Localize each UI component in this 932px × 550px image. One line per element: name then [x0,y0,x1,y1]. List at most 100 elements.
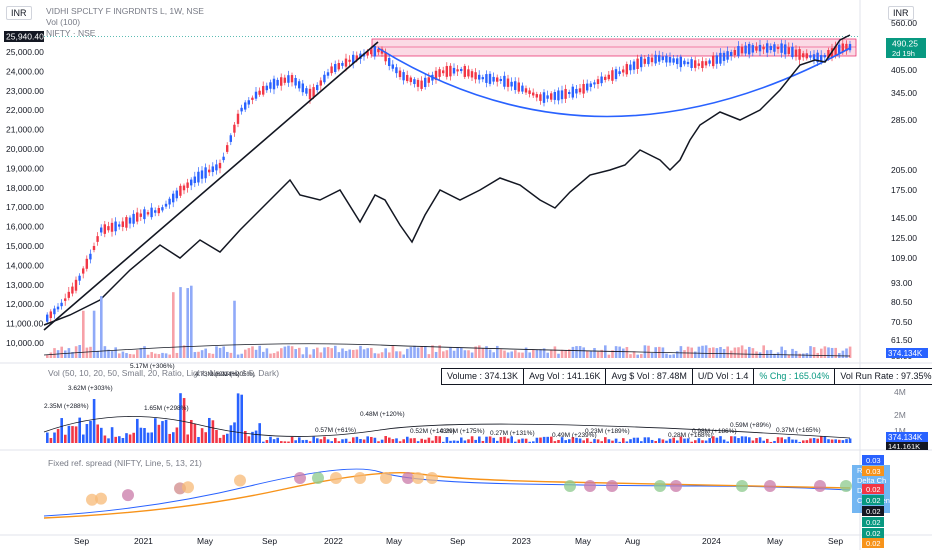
candle-body [265,85,268,91]
vol-pane-bar [748,437,751,443]
nifty-axis-tick: 12,000.00 [6,299,44,309]
price-volume-bar [254,349,258,358]
vol-pane-bar [179,393,182,443]
vol-axis-tick: 1M [894,426,906,436]
price-volume-bar [46,354,49,358]
candle-body [841,43,844,53]
vol-annotation: 0.37M (+165%) [776,427,821,434]
price-volume-bar [380,352,384,358]
vol-pane-bar [766,438,769,443]
spread-signal-dot [294,472,306,484]
price-volume-bar [384,348,387,358]
currency-left-button[interactable]: INR [6,6,32,20]
vol-pane-bar [442,441,445,443]
candle-body [49,311,52,319]
candle-body [776,46,780,50]
candle-body [647,56,650,65]
vol-pane-bar [78,417,81,443]
currency-right-button[interactable]: INR [888,6,914,20]
candle-body [352,54,355,64]
vol-pane-legend[interactable]: Vol (50, 10, 20, 50, Small, 20, Ratio, L… [48,368,280,378]
candle-body [726,51,729,60]
price-volume-bar [128,354,132,358]
vol-pane-bar [352,437,355,443]
time-axis-label: 2023 [512,536,531,546]
candle-body [132,213,135,224]
candle-body [683,60,686,65]
vol-pane-bar [395,438,398,443]
spread-signal-dot [234,474,246,487]
price-volume-bar [283,346,287,358]
vol-pane-bar [233,422,236,443]
vol-pane-bar [222,434,225,443]
price-volume-bar [791,348,794,358]
price-volume-bar [168,354,171,358]
candle-body [262,86,265,95]
vol-pane-bar [251,431,254,443]
spread-signal-dot [312,472,324,484]
vol-pane-bar [348,441,351,443]
vol-pane-bar [575,437,578,443]
trendline [43,41,379,331]
price-volume-bar [593,347,596,358]
candle-body [802,53,805,58]
candle-body [168,198,171,205]
price-volume-bar [755,351,758,358]
candle-body [128,217,132,224]
price-volume-bar [359,345,362,358]
price-volume-bar [470,352,474,358]
price-volume-bar [308,354,312,358]
candle-body [755,46,758,51]
candle-body [632,61,636,70]
time-axis-label: Sep [262,536,277,546]
candle-body [593,82,596,85]
spread-value-tag [862,466,884,476]
spread-pane-legend[interactable]: Fixed ref. spread (NIFTY, Line, 5, 13, 2… [48,458,202,468]
candle-body [557,90,560,101]
vol-legend[interactable]: Vol (100) [46,17,81,27]
vol-pane-bar [128,434,132,443]
nifty-axis-tick: 21,000.00 [6,125,44,135]
price-volume-bar [445,350,449,358]
spread-value: 0.03 [866,456,881,465]
candle-body [474,72,477,80]
spread-signal-dot [670,480,682,492]
candle-body [236,113,240,124]
cup-curve [377,47,851,118]
vol-pane-bar [136,418,139,443]
vol-pane-bar [542,436,546,443]
price-volume-bar [154,353,157,358]
vol-pane-bar [175,427,179,443]
price-volume-bar [542,348,546,358]
price-volume-bar [53,348,56,358]
vol-pane-bar [758,437,762,443]
candle-body [528,90,531,94]
price-axis-tick: 345.00 [891,88,917,98]
price-volume-bar [294,349,297,358]
vol-pane-bar [848,438,852,443]
candle-body [319,80,322,86]
candle-body [578,88,582,93]
stat-avg-vol: Avg Vol : 141.16K [524,369,607,384]
vol-pane-bar [197,436,200,443]
price-volume-bar [398,351,402,358]
price-volume-bar [132,354,135,358]
price-volume-bar [730,350,733,358]
vol-pane-bar [56,428,60,443]
price-volume-bar [258,345,261,358]
vol-pane-bar [690,441,693,443]
price-volume-bar [251,346,254,358]
spread-label: Delta Ch [857,476,886,485]
price-volume-bar [348,349,351,358]
nifty-axis-tick: 22,000.00 [6,105,44,115]
vol-annotation: 2.35M (+288%) [44,403,89,410]
symbol-title[interactable]: VIDHI SPCLTY F INGRDNTS L, 1W, NSE [46,6,204,16]
vol-pane-bar [211,420,215,443]
compare-legend[interactable]: NIFTY · NSE [46,28,96,38]
vol-pane-bar [841,440,845,443]
price-volume-bar [517,352,521,358]
vol-pane-bar [578,438,582,443]
price-volume-bar [773,353,776,358]
candle-body [845,43,848,52]
